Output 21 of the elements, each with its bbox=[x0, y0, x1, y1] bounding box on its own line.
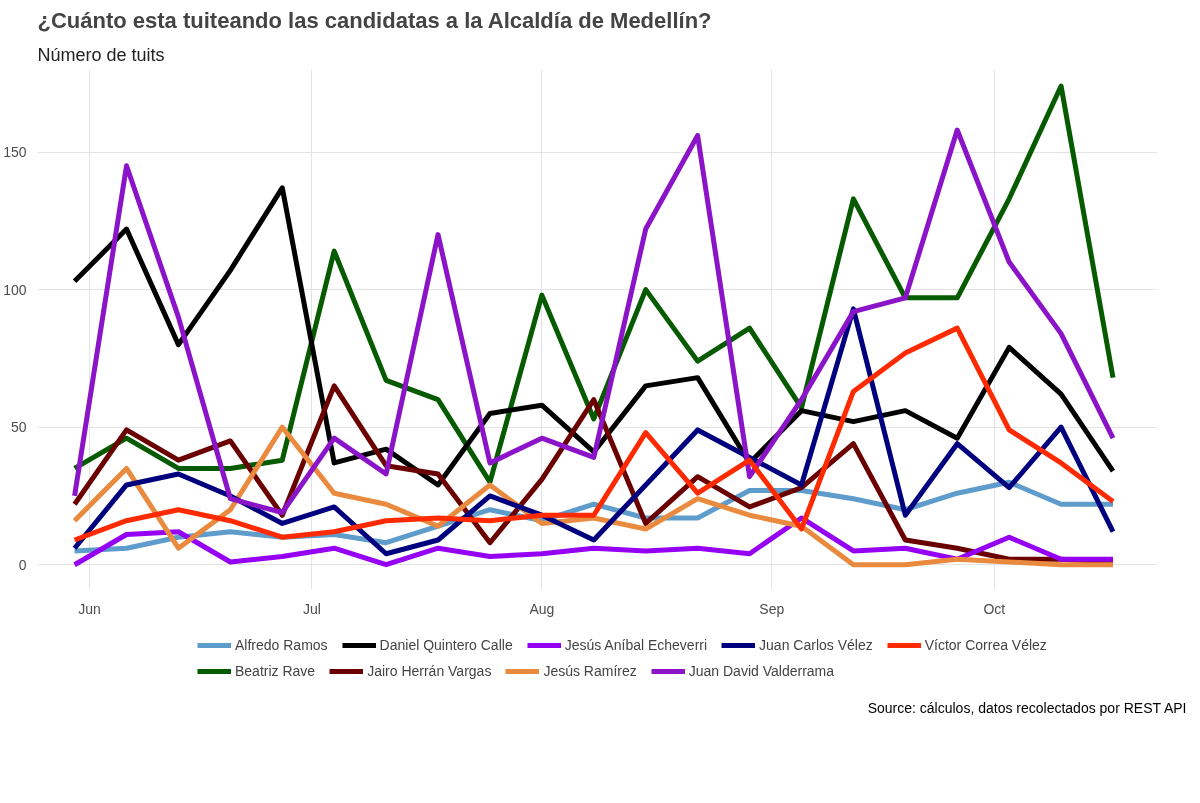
x-tick-label: Aug bbox=[529, 600, 555, 617]
legend-label: Jairo Herrán Vargas bbox=[367, 663, 492, 679]
source-note: Source: cálculos, datos recolectados por REST API bbox=[867, 699, 1187, 716]
chart-subtitle: Número de tuits bbox=[37, 44, 165, 65]
y-tick-label: 150 bbox=[3, 144, 27, 161]
legend-label: Víctor Correa Vélez bbox=[924, 637, 1047, 653]
x-tick-label: Oct bbox=[983, 600, 1006, 617]
y-tick-label: 0 bbox=[18, 556, 27, 573]
chart-title: ¿Cuánto esta tuiteando las candidatas a la Alcaldía de Medellín? bbox=[37, 7, 712, 33]
legend-label: Daniel Quintero Calle bbox=[379, 637, 513, 653]
y-tick-label: 50 bbox=[10, 419, 27, 436]
x-tick-label: Jul bbox=[302, 600, 321, 617]
legend-label: Juan Carlos Vélez bbox=[759, 637, 873, 653]
legend-label: Jesús Aníbal Echeverri bbox=[564, 637, 708, 653]
x-tick-label: Jun bbox=[78, 600, 101, 617]
legend-label: Alfredo Ramos bbox=[235, 637, 328, 653]
x-tick-label: Sep bbox=[759, 600, 785, 617]
legend-label: Beatriz Rave bbox=[235, 663, 316, 679]
y-tick-label: 100 bbox=[3, 281, 27, 298]
legend-label: Juan David Valderrama bbox=[688, 663, 835, 679]
legend-label: Jesús Ramírez bbox=[543, 663, 637, 679]
